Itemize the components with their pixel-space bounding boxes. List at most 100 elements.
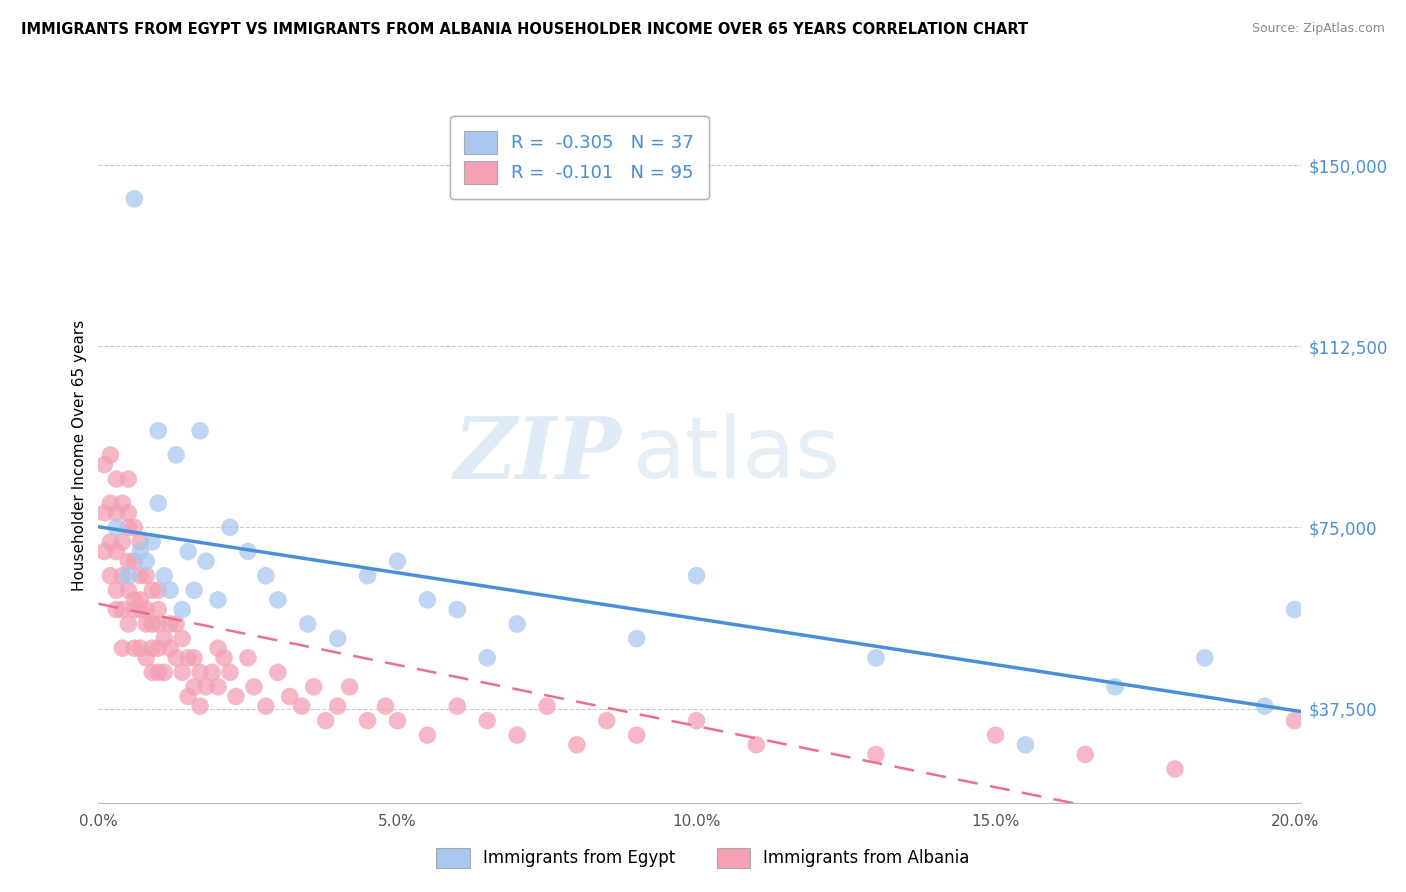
Point xyxy=(153,568,176,582)
Point xyxy=(475,651,498,665)
Point xyxy=(374,699,396,714)
Point xyxy=(153,632,176,646)
Point xyxy=(475,714,498,728)
Point xyxy=(159,617,181,632)
Point xyxy=(1074,747,1097,762)
Point xyxy=(865,651,887,665)
Point xyxy=(183,680,205,694)
Point xyxy=(165,617,187,632)
Point xyxy=(148,602,170,616)
Point xyxy=(1284,602,1306,616)
Point xyxy=(129,568,152,582)
Point xyxy=(339,680,361,694)
Point xyxy=(297,617,319,632)
Point xyxy=(111,641,134,656)
Point xyxy=(195,680,218,694)
Point xyxy=(111,568,134,582)
Point xyxy=(326,699,349,714)
Point xyxy=(165,448,187,462)
Point xyxy=(984,728,1007,742)
Point xyxy=(243,680,266,694)
Point xyxy=(100,568,122,582)
Point xyxy=(105,544,128,558)
Point xyxy=(159,641,181,656)
Point xyxy=(626,632,648,646)
Point xyxy=(506,728,529,742)
Point xyxy=(105,472,128,486)
Point xyxy=(93,544,115,558)
Point xyxy=(100,448,122,462)
Point xyxy=(865,747,887,762)
Point xyxy=(1284,714,1306,728)
Point xyxy=(291,699,314,714)
Point xyxy=(565,738,588,752)
Point xyxy=(201,665,224,680)
Text: Source: ZipAtlas.com: Source: ZipAtlas.com xyxy=(1251,22,1385,36)
Point xyxy=(129,534,152,549)
Point xyxy=(356,568,378,582)
Point xyxy=(93,458,115,472)
Point xyxy=(111,534,134,549)
Point xyxy=(117,583,139,598)
Point xyxy=(100,496,122,510)
Point xyxy=(254,699,277,714)
Text: IMMIGRANTS FROM EGYPT VS IMMIGRANTS FROM ALBANIA HOUSEHOLDER INCOME OVER 65 YEAR: IMMIGRANTS FROM EGYPT VS IMMIGRANTS FROM… xyxy=(21,22,1028,37)
Point xyxy=(267,592,290,607)
Point xyxy=(536,699,558,714)
Point xyxy=(387,714,409,728)
Point xyxy=(124,520,146,534)
Point xyxy=(124,602,146,616)
Point xyxy=(141,641,163,656)
Point xyxy=(416,728,439,742)
Point xyxy=(111,496,134,510)
Point xyxy=(135,554,157,568)
Point xyxy=(117,617,139,632)
Point xyxy=(626,728,648,742)
Point xyxy=(177,651,200,665)
Text: atlas: atlas xyxy=(633,413,841,497)
Point xyxy=(1164,762,1187,776)
Point xyxy=(117,506,139,520)
Point xyxy=(129,544,152,558)
Point xyxy=(446,602,468,616)
Point xyxy=(315,714,337,728)
Point xyxy=(105,583,128,598)
Point xyxy=(165,651,187,665)
Point xyxy=(141,665,163,680)
Point xyxy=(254,568,277,582)
Y-axis label: Householder Income Over 65 years: Householder Income Over 65 years xyxy=(72,319,87,591)
Point xyxy=(596,714,619,728)
Point xyxy=(1253,699,1275,714)
Point xyxy=(1194,651,1216,665)
Point xyxy=(356,714,378,728)
Point xyxy=(159,583,181,598)
Point xyxy=(129,592,152,607)
Point xyxy=(172,632,194,646)
Point xyxy=(135,617,157,632)
Point xyxy=(188,424,211,438)
Point xyxy=(207,592,229,607)
Point xyxy=(124,592,146,607)
Point xyxy=(267,665,290,680)
Point xyxy=(111,602,134,616)
Point xyxy=(685,714,707,728)
Point xyxy=(129,641,152,656)
Point xyxy=(207,641,229,656)
Point xyxy=(416,592,439,607)
Point xyxy=(148,617,170,632)
Point xyxy=(117,472,139,486)
Point xyxy=(207,680,229,694)
Point xyxy=(117,568,139,582)
Point xyxy=(148,665,170,680)
Point xyxy=(188,665,211,680)
Point xyxy=(100,534,122,549)
Point xyxy=(105,520,128,534)
Point xyxy=(135,651,157,665)
Point xyxy=(177,544,200,558)
Point xyxy=(195,554,218,568)
Point xyxy=(219,520,242,534)
Point xyxy=(129,602,152,616)
Point xyxy=(183,583,205,598)
Point xyxy=(105,602,128,616)
Point xyxy=(141,583,163,598)
